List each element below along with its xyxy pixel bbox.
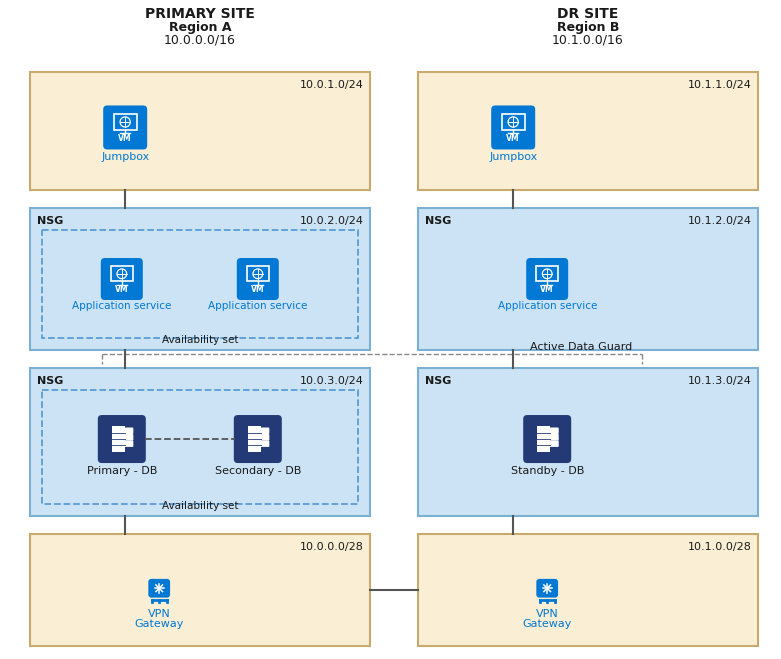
Text: Jumpbox: Jumpbox xyxy=(489,152,537,163)
Bar xyxy=(42,390,358,504)
Bar xyxy=(30,72,370,190)
Text: Application service: Application service xyxy=(208,301,308,311)
Text: VPN: VPN xyxy=(536,609,558,619)
Text: NSG: NSG xyxy=(37,376,63,386)
Text: Availability set: Availability set xyxy=(162,335,238,345)
Text: VM: VM xyxy=(115,285,129,295)
FancyBboxPatch shape xyxy=(103,105,147,150)
FancyBboxPatch shape xyxy=(526,258,569,300)
FancyBboxPatch shape xyxy=(148,579,170,598)
FancyBboxPatch shape xyxy=(523,415,571,463)
Text: Jumpbox: Jumpbox xyxy=(101,152,149,163)
Bar xyxy=(537,266,558,281)
Bar xyxy=(501,114,525,130)
Text: Active Data Guard: Active Data Guard xyxy=(530,342,632,352)
Bar xyxy=(418,72,758,190)
Text: NSG: NSG xyxy=(425,216,451,226)
Text: DR SITE: DR SITE xyxy=(558,7,619,21)
Text: 10.0.1.0/24: 10.0.1.0/24 xyxy=(300,80,364,90)
FancyBboxPatch shape xyxy=(491,105,535,150)
Text: 10.1.0.0/16: 10.1.0.0/16 xyxy=(552,34,624,47)
Bar xyxy=(537,426,550,451)
Text: 10.1.3.0/24: 10.1.3.0/24 xyxy=(688,376,752,386)
FancyBboxPatch shape xyxy=(98,415,146,463)
Bar xyxy=(30,368,370,516)
Bar xyxy=(418,534,758,646)
Text: VM: VM xyxy=(506,134,520,143)
FancyBboxPatch shape xyxy=(122,440,134,447)
Bar xyxy=(30,208,370,350)
Text: VM: VM xyxy=(251,285,265,295)
FancyBboxPatch shape xyxy=(259,428,269,434)
Bar xyxy=(114,114,137,130)
Bar xyxy=(112,426,124,451)
Bar xyxy=(30,534,370,646)
FancyBboxPatch shape xyxy=(234,415,282,463)
Text: Gateway: Gateway xyxy=(134,619,184,629)
Bar xyxy=(248,426,261,451)
Text: VM: VM xyxy=(119,134,132,143)
Text: Availability set: Availability set xyxy=(162,501,238,511)
Text: 10.1.1.0/24: 10.1.1.0/24 xyxy=(688,80,752,90)
Text: Region A: Region A xyxy=(169,20,231,34)
Text: 10.0.3.0/24: 10.0.3.0/24 xyxy=(300,376,364,386)
FancyBboxPatch shape xyxy=(122,434,134,440)
FancyBboxPatch shape xyxy=(547,440,558,447)
Text: 10.1.2.0/24: 10.1.2.0/24 xyxy=(688,216,752,226)
FancyBboxPatch shape xyxy=(547,428,558,434)
FancyBboxPatch shape xyxy=(122,428,134,434)
Text: 10.0.0.0/16: 10.0.0.0/16 xyxy=(164,34,236,47)
Bar xyxy=(42,230,358,338)
Text: VM: VM xyxy=(540,285,554,295)
FancyBboxPatch shape xyxy=(237,258,279,300)
Text: NSG: NSG xyxy=(37,216,63,226)
Text: Standby - DB: Standby - DB xyxy=(511,466,584,476)
Text: PRIMARY SITE: PRIMARY SITE xyxy=(145,7,255,21)
Text: Region B: Region B xyxy=(557,20,619,34)
Bar xyxy=(418,208,758,350)
Text: Primary - DB: Primary - DB xyxy=(87,466,157,476)
Text: 10.0.2.0/24: 10.0.2.0/24 xyxy=(300,216,364,226)
Text: NSG: NSG xyxy=(425,376,451,386)
Text: 10.0.0.0/28: 10.0.0.0/28 xyxy=(300,542,364,552)
FancyBboxPatch shape xyxy=(259,440,269,447)
Text: Application service: Application service xyxy=(72,301,172,311)
Bar xyxy=(247,266,269,281)
Text: 10.1.0.0/28: 10.1.0.0/28 xyxy=(688,542,752,552)
FancyBboxPatch shape xyxy=(537,579,558,598)
Bar xyxy=(418,368,758,516)
Bar xyxy=(111,266,133,281)
Text: VPN: VPN xyxy=(148,609,170,619)
Text: Application service: Application service xyxy=(497,301,597,311)
FancyBboxPatch shape xyxy=(547,434,558,440)
FancyBboxPatch shape xyxy=(101,258,143,300)
Text: Secondary - DB: Secondary - DB xyxy=(215,466,301,476)
Text: Gateway: Gateway xyxy=(522,619,572,629)
FancyBboxPatch shape xyxy=(259,434,269,440)
